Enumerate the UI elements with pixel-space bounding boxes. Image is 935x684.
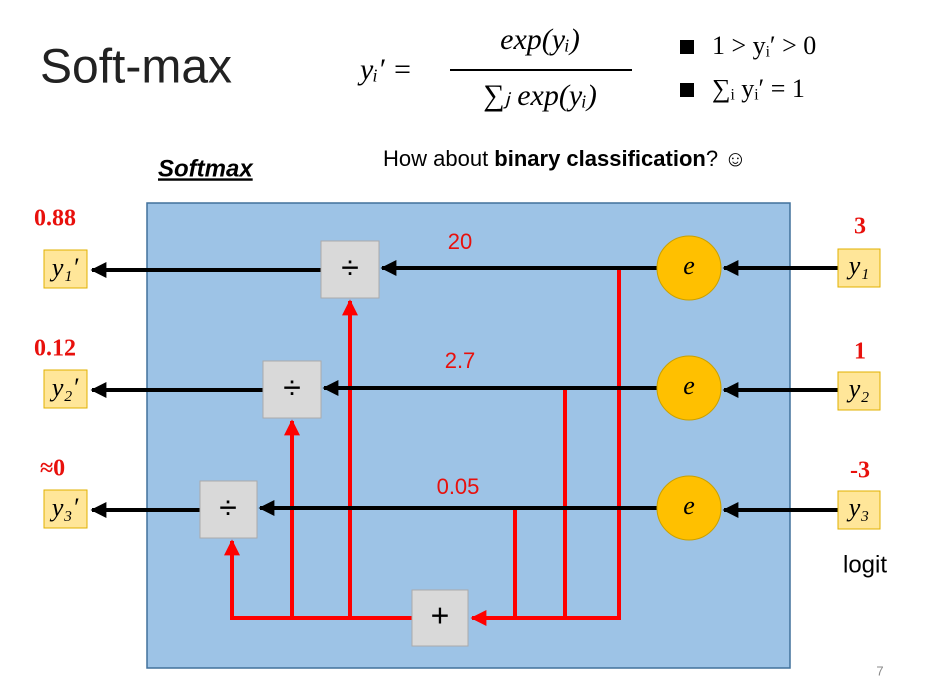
divide-symbol: ÷	[341, 249, 359, 285]
output-label: y₁′	[49, 253, 79, 282]
input-label: y₁	[846, 251, 870, 280]
bullet-text: 1 > yᵢ′ > 0	[712, 31, 816, 60]
divide-box	[320, 240, 380, 299]
exp-node	[656, 355, 722, 421]
bullet	[680, 83, 694, 97]
sum-symbol: +	[431, 597, 450, 633]
exp-symbol: e	[683, 491, 695, 520]
question-bold: binary classification	[494, 146, 706, 171]
exp-value: 0.05	[437, 474, 480, 499]
input-value: 3	[854, 214, 866, 240]
bullet-text: ∑ᵢ yᵢ′ = 1	[712, 74, 805, 103]
formula-numerator: exp(yᵢ)	[500, 23, 580, 56]
title: Soft-max	[40, 41, 232, 94]
exp-symbol: e	[683, 251, 695, 280]
wire	[470, 268, 621, 626]
output-value: 0.12	[34, 336, 76, 362]
output-value: ≈0	[40, 456, 65, 482]
exp-value: 20	[448, 229, 472, 254]
bullet	[680, 40, 694, 54]
input-label: y₃	[846, 493, 870, 522]
question: How about binary classification? ☺	[383, 146, 747, 171]
formula-denominator: ∑ⱼ exp(yᵢ)	[483, 79, 597, 112]
input-box	[837, 490, 881, 530]
input-value: 1	[854, 339, 866, 365]
output-box	[43, 249, 88, 289]
page-number: 7	[876, 663, 883, 678]
exp-node	[656, 475, 722, 541]
divide-box	[199, 480, 258, 539]
input-caption: logit	[843, 551, 887, 578]
question-suffix: ? ☺	[706, 146, 747, 171]
divide-box	[262, 360, 322, 419]
diagram-label: Softmax	[158, 155, 254, 182]
output-box	[43, 489, 88, 529]
input-box	[837, 371, 881, 411]
exp-value: 2.7	[445, 348, 476, 373]
divide-symbol: ÷	[283, 369, 301, 405]
output-box	[43, 369, 88, 409]
formula-lhs: yᵢ′ =	[357, 53, 412, 86]
output-label: y₃′	[49, 493, 79, 522]
divide-symbol: ÷	[219, 489, 237, 525]
question-prefix: How about	[383, 146, 494, 171]
output-value: 0.88	[34, 206, 76, 232]
input-label: y₂	[846, 374, 870, 403]
sum-box	[411, 589, 469, 647]
input-value: -3	[850, 458, 870, 484]
exp-node	[656, 235, 722, 301]
exp-symbol: e	[683, 371, 695, 400]
output-label: y₂′	[49, 373, 79, 402]
input-box	[837, 248, 881, 288]
sum-wires	[224, 268, 621, 626]
